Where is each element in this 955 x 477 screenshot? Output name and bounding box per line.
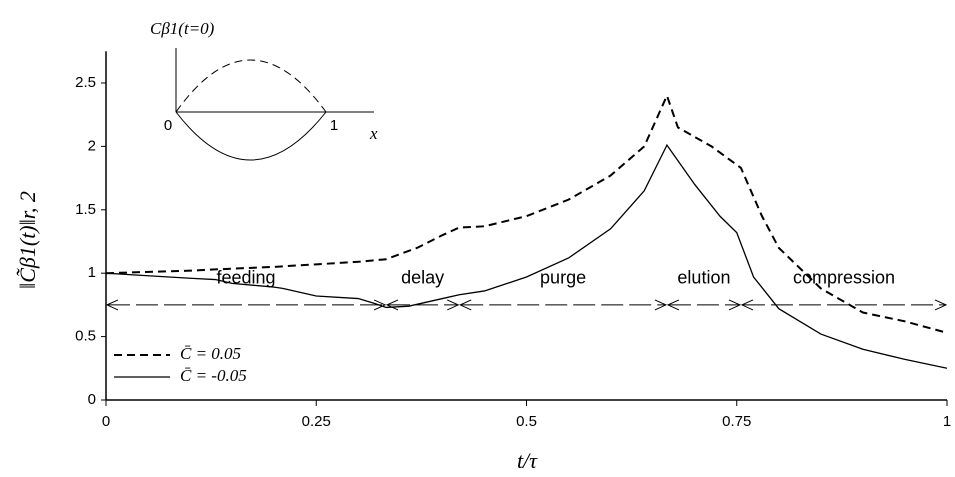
y-tick-label: 0.5 [75, 328, 96, 345]
legend-label: C̄ = 0.05 [180, 344, 241, 363]
arrow-head [740, 299, 948, 311]
x-tick-label: 0.5 [516, 413, 537, 430]
y-axis-label: ‖C̃β1(t)‖r, 2 [15, 191, 40, 289]
x-tick-label: 0.75 [722, 413, 751, 430]
x-tick-label: 0 [102, 413, 110, 430]
inset-label: 0 [164, 117, 172, 134]
inset-title: Cβ1(t=0) [150, 19, 215, 38]
line [105, 143, 948, 369]
inset-curve [175, 59, 327, 113]
x-axis-label: t/τ [517, 448, 538, 473]
inset-curve [175, 111, 327, 161]
y-tick-label: 2.5 [75, 74, 96, 91]
y-tick-label: 1.5 [75, 201, 96, 218]
inset-label: 1 [330, 117, 338, 134]
phase-label: compression [793, 268, 895, 288]
arrow-head [666, 299, 742, 311]
legend-label: C̄ = -0.05 [180, 366, 247, 385]
arrow-head [105, 299, 387, 311]
y-tick-label: 0 [88, 391, 96, 408]
line [105, 92, 948, 334]
inset: Cβ1(t=0) 0 1 x [150, 19, 378, 161]
arrow-head [385, 299, 460, 311]
x-tick-label: 0.25 [302, 413, 331, 430]
x-tick-label: 1 [943, 413, 951, 430]
phase-label: feeding [216, 268, 275, 288]
y-tick-label: 1 [88, 264, 96, 281]
phase-label: purge [540, 268, 586, 288]
inset-label: x [369, 124, 378, 143]
y-tick-label: 2 [88, 137, 96, 154]
arrow-head [459, 299, 668, 311]
phase-label: delay [401, 268, 444, 288]
phase-label: elution [677, 268, 730, 288]
